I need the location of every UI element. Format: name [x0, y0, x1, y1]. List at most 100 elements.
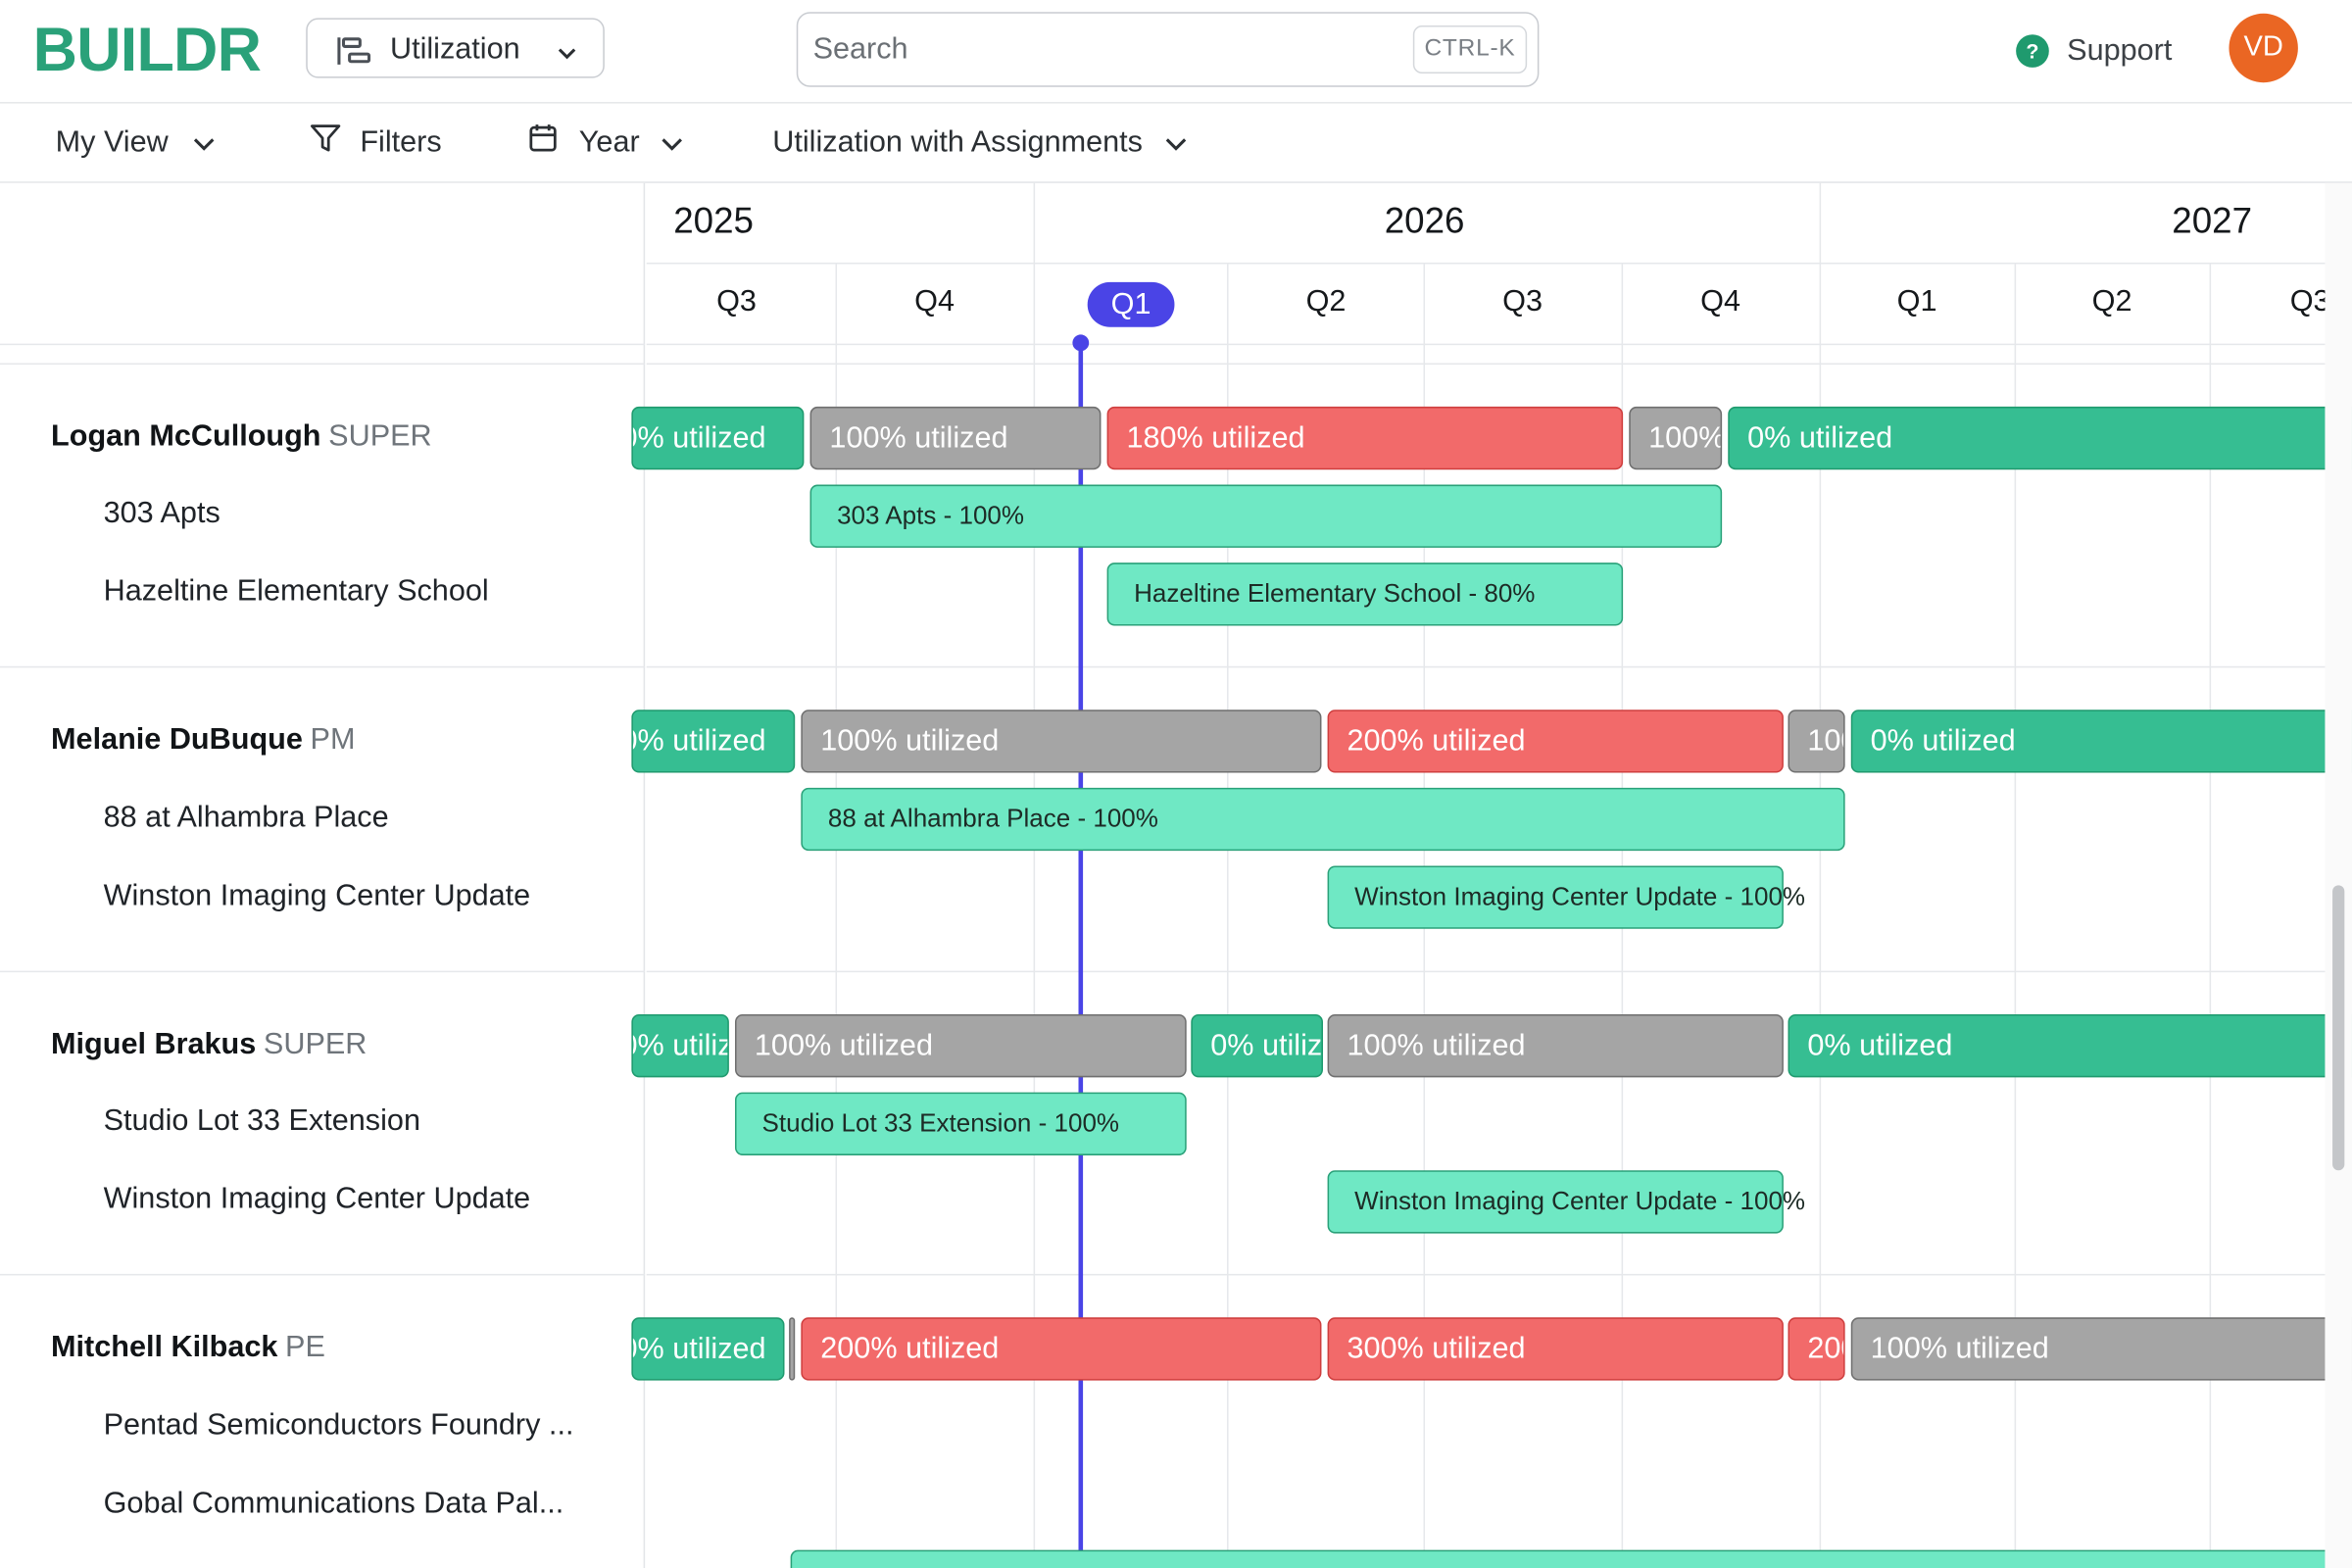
quarter-label: Q3 — [2289, 284, 2330, 318]
project-row[interactable]: Winston Imaging Center Update — [103, 879, 531, 912]
today-indicator — [1078, 342, 1084, 1568]
filters-button[interactable]: Filters — [309, 122, 442, 164]
person-role: PM — [310, 722, 356, 757]
assignment-bar[interactable]: Winston Imaging Center Update - 100% — [1327, 865, 1805, 929]
person-name: Miguel Brakus — [51, 1027, 257, 1061]
period-label: Year — [578, 124, 640, 159]
project-row[interactable]: Gobal Communications Data Pal... — [103, 1487, 564, 1521]
search-shortcut-badge: CTRL-K — [1412, 25, 1528, 74]
utilization-bar[interactable]: 0% utilized — [631, 1317, 785, 1381]
chevron-down-icon — [192, 125, 216, 160]
person-row[interactable]: Mitchell Kilback PE — [51, 1331, 325, 1365]
grid-line — [1819, 182, 1822, 1568]
utilization-bar[interactable]: 0% utilized — [1191, 1014, 1323, 1078]
person-row[interactable]: Miguel Brakus SUPER — [51, 1028, 367, 1062]
utilization-bar[interactable]: 0% utilized — [631, 1014, 729, 1078]
year-label: 2026 — [1384, 201, 1465, 242]
current-quarter-pill: Q1 — [1087, 281, 1175, 327]
divider — [0, 970, 646, 973]
view-select-label: Utilization — [389, 32, 520, 67]
utilization-bar[interactable]: 100% — [1788, 710, 1845, 773]
divider — [0, 363, 646, 366]
quarter-label: Q1 — [1896, 284, 1937, 318]
utilization-bar[interactable]: 200% — [1788, 1317, 1845, 1381]
user-avatar[interactable]: VD — [2229, 13, 2298, 83]
utilization-bar[interactable]: 100% utilized — [801, 710, 1322, 773]
chevron-down-icon — [557, 42, 577, 70]
utilization-bar[interactable]: 100% utilized — [809, 406, 1102, 470]
assignment-bar[interactable]: Hazeltine Elementary School - 80% — [1106, 563, 1624, 626]
person-role: PE — [285, 1331, 325, 1364]
utilization-bar[interactable]: 0% utilized — [1728, 406, 2352, 470]
utilization-bar[interactable]: 200% utilized — [1327, 710, 1784, 773]
utilization-bar[interactable]: 300% utilized — [1327, 1317, 1784, 1381]
utilization-bar[interactable]: 180% utilized — [1106, 406, 1624, 470]
quarter-label: Q2 — [1305, 284, 1347, 318]
assignment-bar[interactable]: 303 Apts - 100% — [809, 484, 1723, 548]
assignment-bar[interactable]: 88 at Alhambra Place - 100% — [801, 787, 1845, 852]
chevron-down-icon — [661, 125, 684, 160]
my-view-label: My View — [55, 124, 169, 159]
utilization-bar[interactable]: 100% utilized — [1850, 1317, 2352, 1381]
grid-line — [2209, 264, 2212, 1568]
project-row[interactable]: 88 at Alhambra Place — [103, 801, 389, 835]
utilization-bar[interactable]: 200% utilized — [801, 1317, 1322, 1381]
divider — [0, 1273, 646, 1276]
utilization-bar[interactable]: 0% utilized — [631, 406, 805, 470]
person-role: SUPER — [328, 419, 432, 454]
assignment-bar[interactable]: Winston Imaging Center Update - 100% — [1327, 1170, 1805, 1234]
person-row[interactable]: Logan McCullough SUPER — [51, 420, 432, 455]
vertical-scrollbar[interactable] — [2325, 182, 2352, 1568]
divider — [0, 343, 646, 346]
buildr-logo[interactable]: BUILDR — [32, 15, 262, 84]
project-row[interactable]: Pentad Semiconductors Foundry ... — [103, 1408, 574, 1443]
mode-label: Utilization with Assignments — [772, 124, 1143, 159]
project-row[interactable]: Winston Imaging Center Update — [103, 1182, 531, 1216]
support-label: Support — [2067, 33, 2173, 68]
quarter-label: Q4 — [914, 284, 955, 318]
project-row[interactable]: Hazeltine Elementary School — [103, 574, 489, 609]
person-name: Logan McCullough — [51, 419, 321, 454]
year-label: 2027 — [2172, 201, 2253, 242]
period-dropdown[interactable]: Year — [528, 122, 685, 164]
filters-label: Filters — [360, 124, 442, 159]
quarter-label: Q4 — [1700, 284, 1741, 318]
quarter-label: Q3 — [1502, 284, 1543, 318]
scrollbar-thumb[interactable] — [2332, 885, 2345, 1171]
divider — [646, 970, 2352, 973]
filter-icon — [309, 122, 342, 164]
project-row[interactable]: Studio Lot 33 Extension — [103, 1103, 420, 1138]
divider — [646, 665, 2352, 668]
help-circle-icon: ? — [2016, 34, 2049, 68]
divider — [0, 665, 646, 668]
utilization-bar[interactable] — [789, 1317, 796, 1381]
mode-dropdown[interactable]: Utilization with Assignments — [772, 122, 1188, 164]
today-indicator-dot — [1072, 334, 1090, 352]
grid-line — [1033, 182, 1036, 1568]
grid-line — [2014, 264, 2017, 1568]
utilization-bar[interactable]: 0% utilized — [631, 710, 796, 773]
project-row[interactable]: 303 Apts — [103, 496, 220, 530]
grid-line — [835, 264, 838, 1568]
assignment-bar[interactable]: Studio Lot 33 Extension - 100% — [734, 1092, 1187, 1155]
utilization-bar[interactable]: 100% utilized — [1327, 1014, 1784, 1078]
my-view-dropdown[interactable]: My View — [56, 122, 217, 164]
timeline-grid: 2025 2026 2027 Q3 Q4 Q1 Q2 Q3 Q4 Q1 Q2 Q… — [631, 182, 2352, 1568]
utilization-bar[interactable]: 0% utilized — [1788, 1014, 2352, 1078]
person-row[interactable]: Melanie DuBuque PM — [51, 723, 355, 758]
support-link[interactable]: ? Support — [2016, 30, 2172, 73]
person-name: Mitchell Kilback — [51, 1331, 278, 1364]
view-select-dropdown[interactable]: Utilization — [306, 18, 605, 78]
search-box[interactable]: CTRL-K — [796, 12, 1540, 87]
chevron-down-icon — [1163, 125, 1187, 160]
assignment-bar[interactable] — [790, 1549, 2352, 1568]
utilization-bar[interactable]: 100% utilized — [734, 1014, 1187, 1078]
person-role: SUPER — [263, 1027, 368, 1061]
grid-line — [1227, 264, 1229, 1568]
search-input[interactable] — [812, 31, 1384, 68]
quarter-label: Q2 — [2091, 284, 2132, 318]
utilization-bar[interactable]: 100% — [1629, 406, 1723, 470]
calendar-icon — [528, 123, 559, 163]
utilization-bar[interactable]: 0% utilized — [1850, 710, 2352, 773]
divider — [646, 262, 2352, 265]
